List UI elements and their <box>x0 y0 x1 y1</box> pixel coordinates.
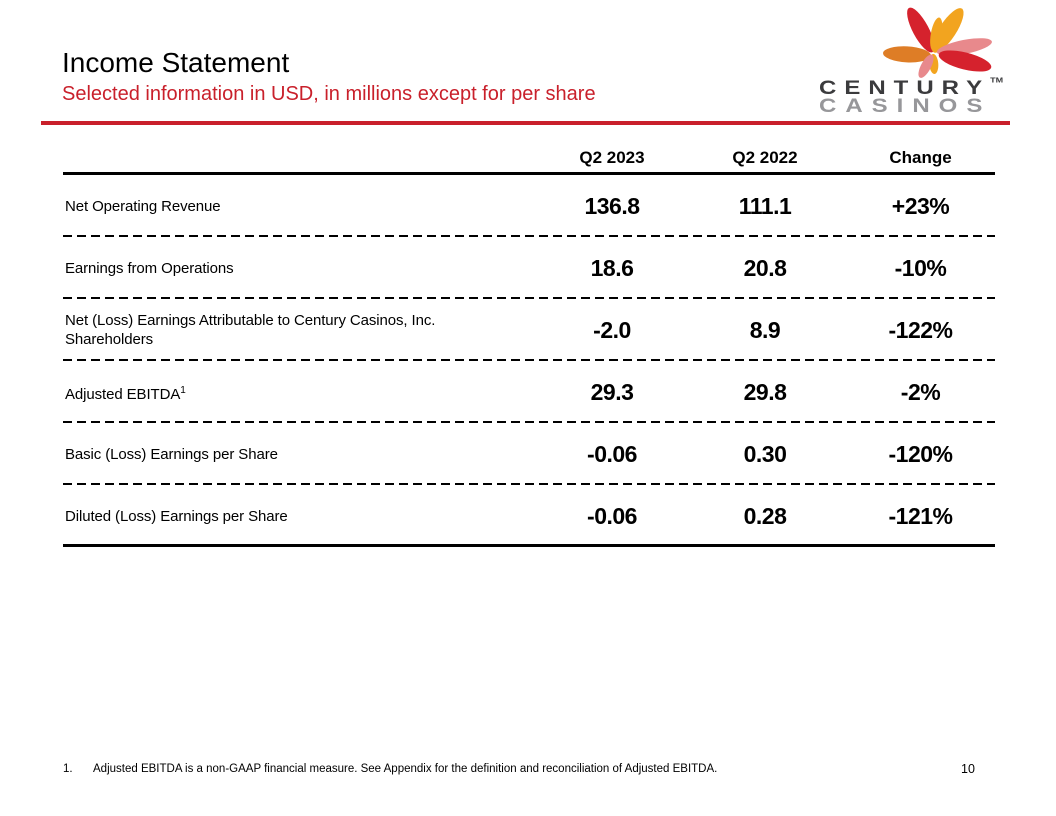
row-value-q2-2022: 29.8 <box>743 378 787 405</box>
row-value-change: -10% <box>894 254 947 281</box>
row-value-q2-2023: 136.8 <box>584 192 640 219</box>
row-value-change: -120% <box>888 440 953 467</box>
row-value-change: +23% <box>891 192 950 219</box>
row-label: Adjusted EBITDA1 <box>65 384 186 403</box>
table-row: Diluted (Loss) Earnings per Share -0.06 … <box>63 485 995 547</box>
row-value-q2-2023: 18.6 <box>590 254 634 281</box>
wordmark-line1: CENTURYTM <box>819 75 1004 99</box>
wordmark-line2: CASINOS <box>819 94 992 117</box>
row-value-q2-2022: 20.8 <box>743 254 787 281</box>
table-row: Basic (Loss) Earnings per Share -0.06 0.… <box>63 423 995 485</box>
row-value-change: -122% <box>888 316 953 343</box>
row-value-q2-2023: -0.06 <box>587 440 637 467</box>
row-value-q2-2022: 0.30 <box>743 440 787 467</box>
footnote-number: 1. <box>63 763 73 775</box>
column-header-change: Change <box>889 148 952 167</box>
page-title: Income Statement <box>62 47 290 78</box>
row-value-q2-2023: -2.0 <box>593 316 631 343</box>
footnote: 1. Adjusted EBITDA is a non-GAAP financi… <box>63 763 717 775</box>
row-label: Basic (Loss) Earnings per Share <box>65 445 278 463</box>
century-casinos-logo: CENTURYTM CASINOS <box>815 0 1025 120</box>
table-row: Net (Loss) Earnings Attributable to Cent… <box>63 299 995 361</box>
row-label: Earnings from Operations <box>65 259 234 277</box>
row-value-change: -2% <box>900 378 941 405</box>
trademark-symbol: TM <box>990 75 1004 84</box>
row-value-q2-2022: 0.28 <box>743 502 787 529</box>
century-casinos-wordmark: CENTURYTM CASINOS <box>819 70 1004 117</box>
table-row: Earnings from Operations 18.6 20.8 -10% <box>63 237 995 299</box>
header-divider <box>41 121 1010 125</box>
page-number: 10 <box>961 762 975 776</box>
footnote-reference: 1 <box>180 384 186 396</box>
row-value-change: -121% <box>888 502 953 529</box>
header-spacer <box>63 168 540 172</box>
century-casinos-starburst-icon <box>883 7 992 78</box>
table-header-row: Q2 2023 Q2 2022 Change <box>63 145 995 175</box>
row-value-q2-2023: 29.3 <box>590 378 634 405</box>
column-header-q2-2023: Q2 2023 <box>579 148 645 167</box>
row-label: Net (Loss) Earnings Attributable to Cent… <box>65 312 436 348</box>
page-subtitle: Selected information in USD, in millions… <box>62 83 596 105</box>
table-row: Net Operating Revenue 136.8 111.1 +23% <box>63 175 995 237</box>
row-value-q2-2022: 8.9 <box>749 316 781 343</box>
table-row: Adjusted EBITDA1 29.3 29.8 -2% <box>63 361 995 423</box>
column-header-q2-2022: Q2 2022 <box>732 148 798 167</box>
row-label: Net Operating Revenue <box>65 197 221 215</box>
row-label: Diluted (Loss) Earnings per Share <box>65 507 288 525</box>
row-value-q2-2022: 111.1 <box>738 192 792 219</box>
income-statement-table: Q2 2023 Q2 2022 Change Net Operating Rev… <box>63 145 995 547</box>
footnote-text: Adjusted EBITDA is a non-GAAP financial … <box>93 763 718 775</box>
row-value-q2-2023: -0.06 <box>587 502 637 529</box>
